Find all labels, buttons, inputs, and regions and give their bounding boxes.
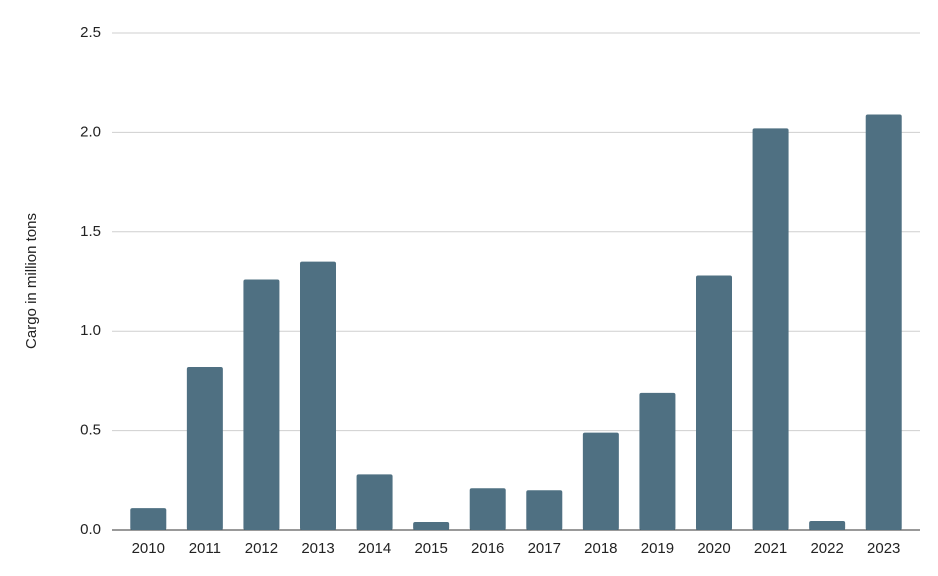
x-tick-label: 2012 [245,540,278,557]
bar [696,275,732,530]
bar [186,366,223,530]
bar [413,522,450,530]
bar [865,114,902,531]
bar [752,128,789,530]
bar [526,490,563,530]
x-tick-label: 2021 [754,540,787,557]
y-tick-label: 2.5 [80,24,101,41]
x-tick-label: 2023 [867,540,900,557]
bar [130,508,167,530]
bar [469,488,506,530]
x-tick-label: 2020 [697,540,730,557]
x-tick-label: 2011 [189,540,221,557]
x-tick-label: 2017 [528,540,561,557]
bar [243,279,280,530]
x-tick-label: 2018 [584,540,617,557]
bar [639,392,676,530]
x-tick-label: 2014 [358,540,391,557]
x-tick-label: 2010 [132,540,165,557]
bar [356,474,393,530]
bar [300,261,336,530]
y-tick-label: 1.0 [80,322,101,339]
x-tick-label: 2022 [810,540,843,557]
bar [809,521,846,530]
y-tick-label: 0.5 [80,422,101,439]
x-tick-label: 2015 [414,540,447,557]
bar [582,432,619,530]
x-tick-label: 2016 [471,540,504,557]
x-tick-label: 2019 [641,540,674,557]
x-tick-label: 2013 [301,540,334,557]
y-tick-label: 2.0 [80,123,101,140]
y-tick-label: 0.0 [80,521,101,538]
y-axis-label: Cargo in million tons [23,213,40,349]
y-tick-label: 1.5 [80,223,101,240]
